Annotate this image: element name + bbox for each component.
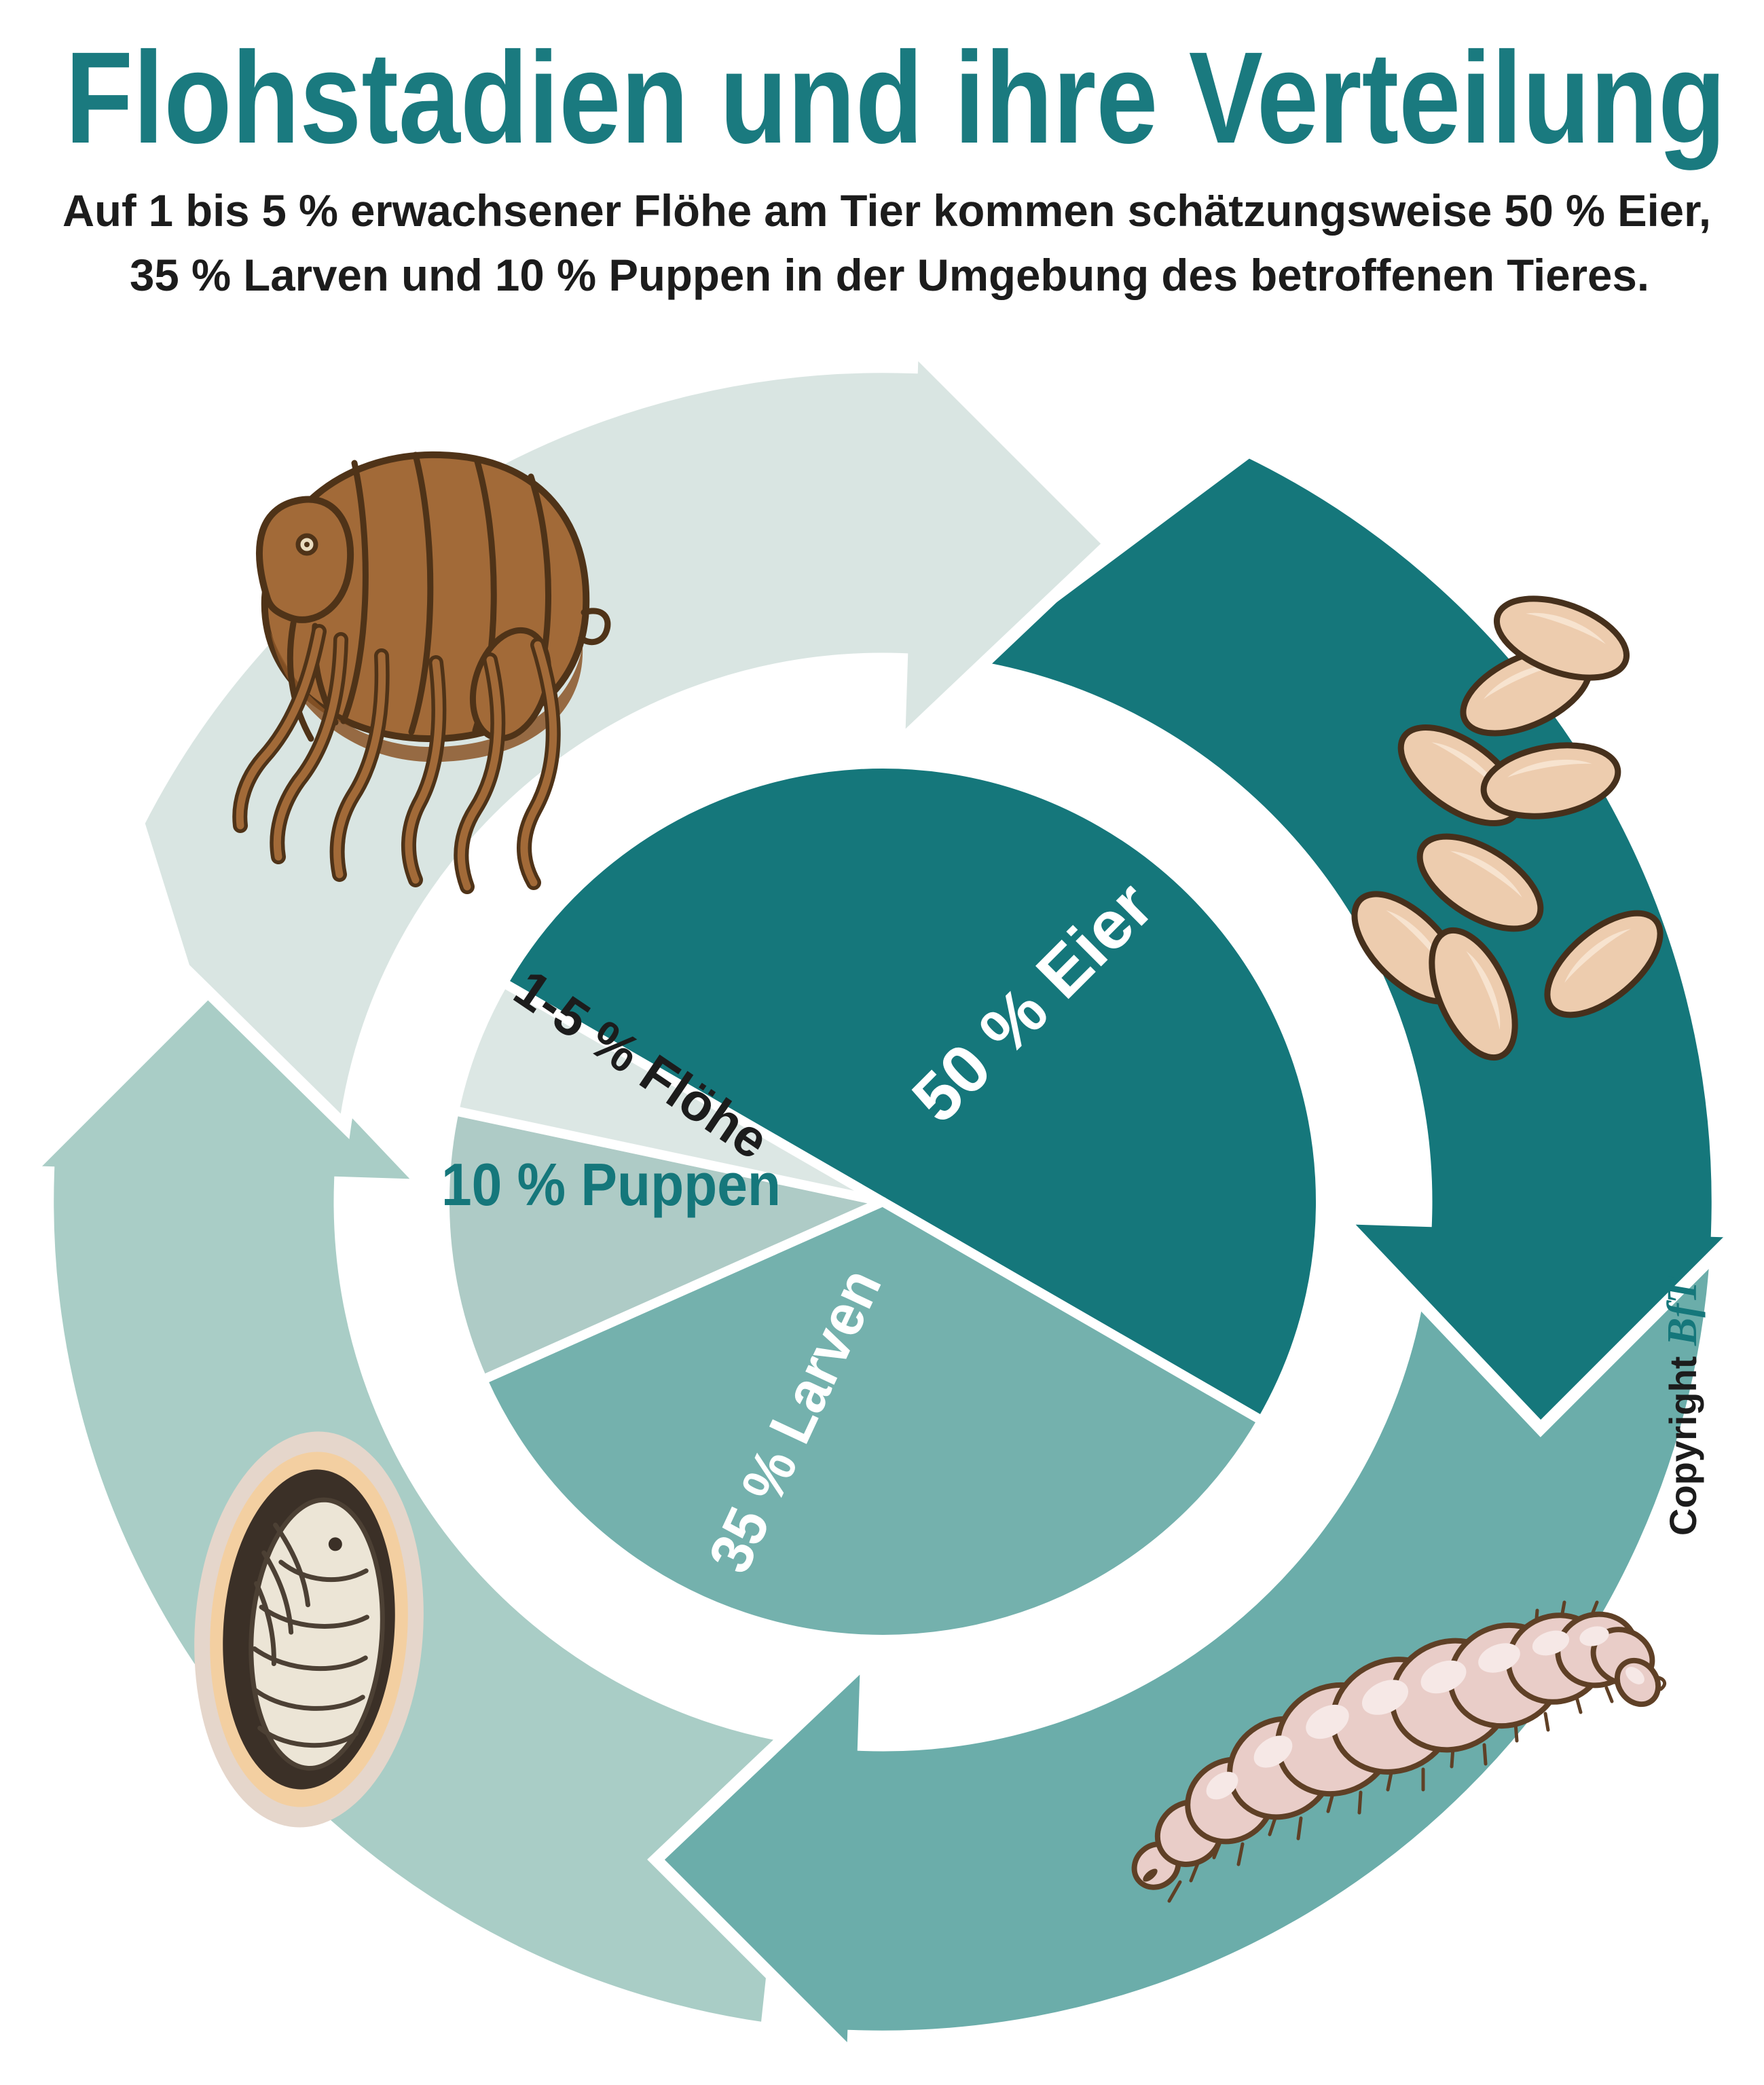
pupa-segment-line: [259, 1604, 369, 1629]
subtitle-line-1: Auf 1 bis 5 % erwachsener Flöhe am Tier …: [62, 185, 1711, 236]
pupa-head-crease: [278, 1560, 369, 1583]
flea-legs: [232, 624, 561, 894]
flea-eye-pupil: [304, 542, 310, 547]
larva-highlight: [1206, 1771, 1238, 1800]
flea-belly-shade: [270, 631, 583, 762]
egg-icon: [1416, 833, 1544, 932]
egg-icon: [1480, 742, 1621, 819]
pie-label-puppen: 10 % Puppen: [441, 1151, 781, 1218]
pie-slice-puppen: [440, 1105, 887, 1385]
pie-slice-eier: [498, 758, 1326, 1426]
header: Flohstadien und ihre Verteilung Auf 1 bi…: [62, 24, 1726, 300]
cycle-arrow-bottom-left: [13, 966, 805, 2036]
larva-highlight: [1306, 1704, 1349, 1739]
pupa-segment-line: [257, 1725, 359, 1748]
larva-highlight: [1478, 1643, 1520, 1673]
larva-highlight: [1361, 1680, 1409, 1715]
larva-head-hook: [1653, 1675, 1666, 1691]
flea-tail-hook: [578, 608, 611, 646]
cycle-arrow-bottom-right: [647, 1238, 1723, 2071]
larva-highlight: [1579, 1626, 1609, 1646]
pupa-leg-streak: [261, 1550, 294, 1635]
egg-icon: [1544, 910, 1664, 1018]
pie-slice-larven: [477, 1197, 1267, 1644]
subtitle-line-2: 35 % Larven und 10 % Puppen in der Umgeb…: [130, 250, 1649, 300]
copyright-label: Copyright: [1661, 1346, 1704, 1536]
flea-larva-illustration: [1131, 1600, 1666, 1903]
flea-eggs-illustration: [1351, 595, 1664, 1061]
egg-icon: [1493, 595, 1630, 681]
pupa-leg-streak: [254, 1581, 276, 1667]
pupa-segment-line: [252, 1687, 365, 1711]
pupa-leg-streak: [273, 1522, 311, 1608]
larva-highlight: [1253, 1735, 1293, 1768]
copyright-text: Copyright BfT: [1659, 1276, 1706, 1536]
pupa-segment-line: [252, 1646, 368, 1672]
pupa-eye: [328, 1537, 342, 1551]
flea-pupa-cocoon-illustration: [194, 1431, 424, 1828]
larva-highlight: [1532, 1630, 1570, 1656]
larva-tail-tip: [1143, 1868, 1158, 1882]
page-title: Flohstadien und ihre Verteilung: [65, 24, 1726, 170]
flea-segment-line: [340, 460, 369, 724]
larva-highlight: [1420, 1660, 1467, 1694]
flea-segment-line: [408, 451, 434, 735]
flea-mouthpart: [287, 620, 314, 742]
egg-icon: [1429, 927, 1518, 1061]
pie-slice-floehe: [449, 978, 887, 1206]
larva-highlight: [1625, 1667, 1644, 1684]
adult-flea-illustration: [232, 451, 611, 894]
copyright-org: BfT: [1659, 1276, 1706, 1346]
flea-head: [256, 496, 354, 623]
